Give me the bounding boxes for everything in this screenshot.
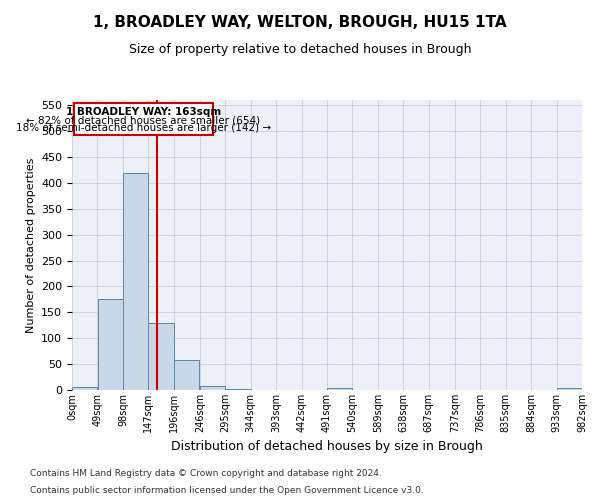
Bar: [174, 360, 199, 390]
X-axis label: Distribution of detached houses by size in Brough: Distribution of detached houses by size …: [171, 440, 483, 454]
Bar: [72, 388, 97, 390]
Bar: [226, 389, 251, 390]
Text: Contains public sector information licensed under the Open Government Licence v3: Contains public sector information licen…: [30, 486, 424, 495]
Text: Contains HM Land Registry data © Crown copyright and database right 2024.: Contains HM Land Registry data © Crown c…: [30, 468, 382, 477]
Bar: [74, 103, 213, 135]
Bar: [148, 322, 173, 390]
Text: 1 BROADLEY WAY: 163sqm: 1 BROADLEY WAY: 163sqm: [65, 106, 221, 117]
Text: 18% of semi-detached houses are larger (142) →: 18% of semi-detached houses are larger (…: [16, 123, 271, 133]
Bar: [98, 300, 123, 390]
Bar: [327, 388, 352, 390]
Text: Size of property relative to detached houses in Brough: Size of property relative to detached ho…: [129, 42, 471, 56]
Text: ← 82% of detached houses are smaller (654): ← 82% of detached houses are smaller (65…: [26, 115, 260, 125]
Bar: [123, 172, 148, 390]
Y-axis label: Number of detached properties: Number of detached properties: [26, 158, 35, 332]
Bar: [200, 386, 225, 390]
Text: 1, BROADLEY WAY, WELTON, BROUGH, HU15 1TA: 1, BROADLEY WAY, WELTON, BROUGH, HU15 1T…: [93, 15, 507, 30]
Bar: [557, 388, 582, 390]
